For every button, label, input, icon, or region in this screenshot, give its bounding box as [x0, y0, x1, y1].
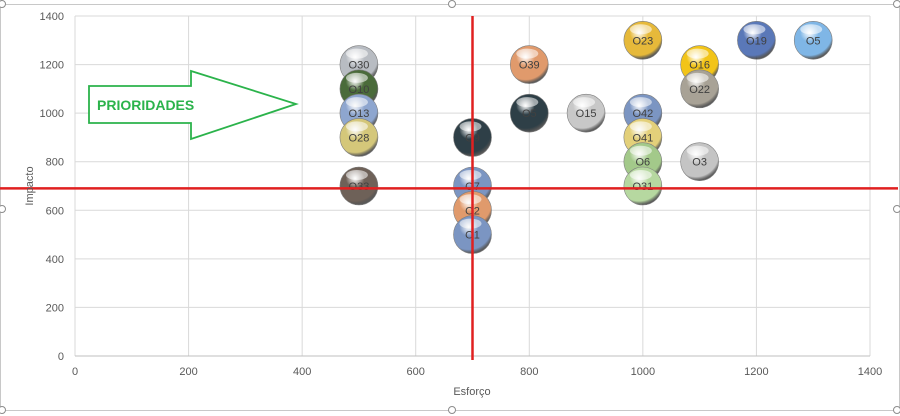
resize-handle[interactable] — [448, 0, 456, 8]
bubble-label: O19 — [746, 35, 767, 47]
x-tick-label: 400 — [293, 366, 311, 378]
x-tick-label: 800 — [520, 366, 538, 378]
bubble-highlight — [459, 121, 482, 132]
resize-handle[interactable] — [893, 205, 900, 213]
bubble-label: O41 — [632, 132, 653, 144]
bubble-highlight — [743, 24, 766, 35]
bubble-label: O10 — [349, 84, 370, 96]
bubble-highlight — [629, 145, 652, 156]
y-tick-label: 1000 — [40, 108, 64, 120]
bubble-label: O22 — [689, 84, 710, 96]
y-tick-label: 400 — [46, 254, 64, 266]
bubble-label: O23 — [632, 35, 653, 47]
bubble-highlight — [686, 72, 709, 83]
bubble-highlight — [459, 170, 482, 180]
bubble-label: O3 — [692, 157, 707, 169]
bubble-highlight — [800, 24, 823, 35]
bubble-highlight — [629, 170, 652, 180]
bubble-highlight — [345, 48, 368, 59]
x-tick-label: 1000 — [631, 366, 655, 378]
bubble-label: O31 — [632, 181, 653, 193]
y-tick-label: 800 — [46, 157, 64, 169]
bubble-highlight — [516, 97, 539, 108]
bubble-highlight — [686, 145, 709, 156]
bubble-label: O16 — [689, 60, 710, 72]
bubble-label: O5 — [806, 35, 821, 47]
resize-handle[interactable] — [0, 0, 6, 8]
resize-handle[interactable] — [0, 406, 6, 414]
x-axis-title: Esforço — [453, 386, 490, 398]
bubble-label: O42 — [632, 108, 653, 120]
bubble-label: O30 — [349, 60, 370, 72]
y-axis-title: Impacto — [24, 166, 36, 205]
x-tick-label: 200 — [179, 366, 197, 378]
x-tick-label: 600 — [407, 366, 425, 378]
bubble-highlight — [629, 121, 652, 132]
reference-lines — [0, 16, 898, 360]
bubble-label: O28 — [349, 132, 370, 144]
bubble-highlight — [345, 72, 368, 83]
bubble-highlight — [345, 170, 368, 180]
x-tick-label: 1400 — [858, 366, 882, 378]
bubble-highlight — [345, 97, 368, 108]
resize-handle[interactable] — [893, 0, 900, 8]
bubble-label: O5 — [522, 108, 537, 120]
bubble-highlight — [459, 218, 482, 229]
axes: 0 200 400 600 800 1000 1200 1400 0 200 400 600 800 10… — [40, 11, 883, 378]
bubble-highlight — [629, 97, 652, 108]
bubbles: O30O10O13O28O33O9O7O2O1O39O5O15O23O42O41… — [339, 20, 833, 254]
bubble-label: O13 — [349, 108, 370, 120]
bubble-highlight — [629, 24, 652, 35]
prioridades-label: PRIORIDADES — [97, 97, 194, 113]
bubble-highlight — [686, 48, 709, 59]
bubble-highlight — [345, 121, 368, 132]
resize-handle[interactable] — [0, 205, 6, 213]
bubble-highlight — [516, 48, 539, 59]
prioridades-annotation: PRIORIDADES — [88, 69, 299, 141]
resize-handle[interactable] — [893, 406, 900, 414]
bubble-highlight — [459, 194, 482, 205]
y-tick-label: 1200 — [40, 60, 64, 72]
bubble-label: O39 — [519, 60, 540, 72]
y-tick-label: 1400 — [40, 11, 64, 23]
bubble-label: O6 — [636, 157, 651, 169]
y-tick-label: 0 — [58, 351, 64, 363]
bubble-highlight — [573, 97, 596, 108]
x-tick-label: 0 — [72, 366, 78, 378]
y-tick-label: 200 — [46, 302, 64, 314]
chart-area-border — [0, 4, 900, 411]
x-tick-label: 1200 — [744, 366, 768, 378]
bubble-label: O15 — [576, 108, 597, 120]
right-arrow-shape — [88, 69, 299, 141]
bubble-label: O33 — [349, 181, 370, 193]
resize-handle[interactable] — [448, 406, 456, 414]
y-tick-label: 600 — [46, 205, 64, 217]
